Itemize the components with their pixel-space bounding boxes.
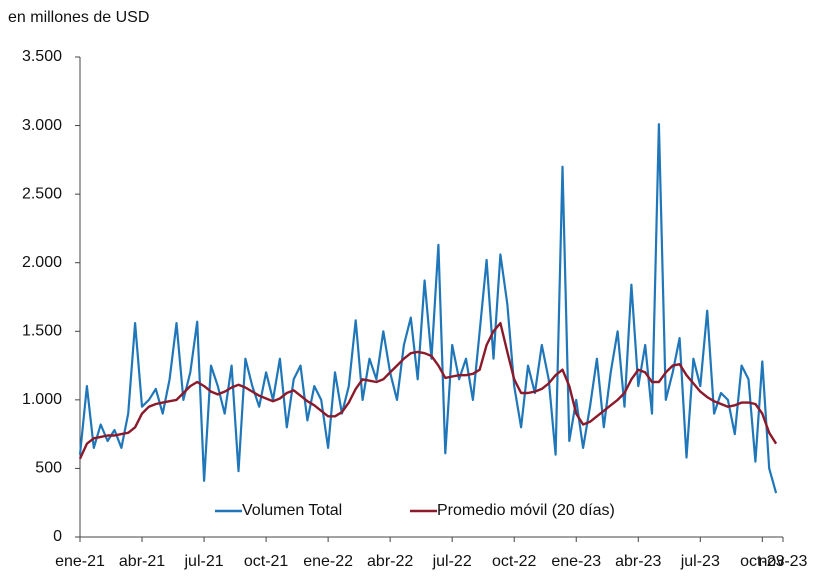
x-tick-label: abr-23 [615, 553, 661, 570]
y-tick-label: 2.000 [22, 254, 62, 271]
x-tick-label: ene-23 [551, 553, 601, 570]
series-line [78, 321, 778, 460]
y-tick-label: 0 [53, 528, 62, 545]
y-tick-label: 3.000 [22, 117, 62, 134]
series-line [78, 123, 778, 494]
y-tick-label: 2.500 [22, 185, 62, 202]
x-tick-label: ene-21 [55, 553, 105, 570]
y-tick-label: 1.000 [22, 391, 62, 408]
x-tick-label: nov-23 [759, 553, 808, 570]
x-tick-label: oct-23 [740, 553, 785, 570]
legend-label: Volumen Total [242, 502, 342, 519]
x-tick-label: oct-21 [244, 553, 289, 570]
x-tick-label: jul-22 [432, 553, 472, 570]
legend-label: Promedio móvil (20 días) [437, 502, 615, 519]
x-tick-label: ene-22 [303, 553, 353, 570]
y-tick-label: 3.500 [22, 48, 62, 65]
y-axis-label: en millones de USD [8, 9, 149, 26]
y-tick-label: 500 [35, 460, 62, 477]
x-tick-label: oct-22 [492, 553, 537, 570]
x-tick-label: jul-23 [680, 553, 720, 570]
y-tick-label: 1.500 [22, 323, 62, 340]
x-tick-label: abr-21 [119, 553, 165, 570]
x-tick-label: abr-22 [367, 553, 413, 570]
x-tick-label: jul-21 [183, 553, 223, 570]
